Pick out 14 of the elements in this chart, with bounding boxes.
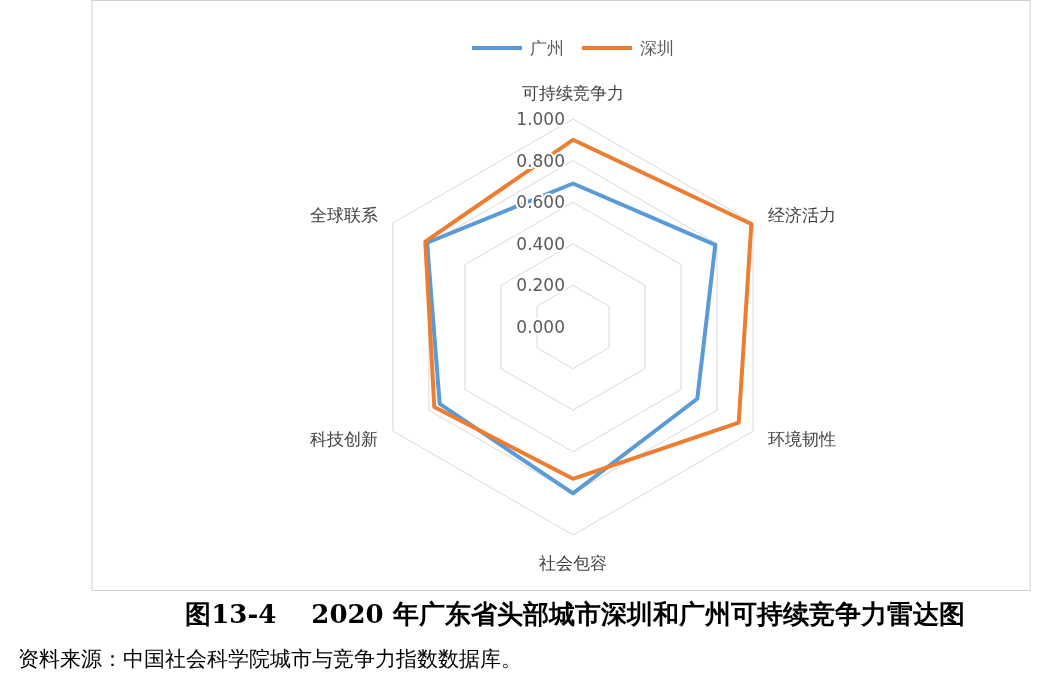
- text: 资料来源：中国社会科学院城市与竞争力指数数据库。: [18, 647, 522, 671]
- y-tick-label: 0.200: [516, 275, 565, 296]
- spoke-label: 环境韧性: [767, 429, 836, 450]
- spoke-label: 社会包容: [539, 552, 607, 573]
- y-tick-label: 1.000: [516, 108, 565, 129]
- legend-label: 广州: [530, 37, 564, 58]
- spoke-label: 全球联系: [310, 204, 379, 225]
- y-tick-label: 0.000: [516, 316, 565, 337]
- legend-label: 深圳: [640, 37, 674, 58]
- spoke-label: 可持续竞争力: [522, 82, 624, 103]
- text: 图13-4 2020 年广东省头部城市深圳和广州可持续竞争力雷达图: [185, 599, 965, 629]
- spoke-label: 经济活力: [767, 204, 836, 225]
- y-tick-label: 0.400: [516, 233, 565, 254]
- spoke-label: 科技创新: [310, 429, 379, 450]
